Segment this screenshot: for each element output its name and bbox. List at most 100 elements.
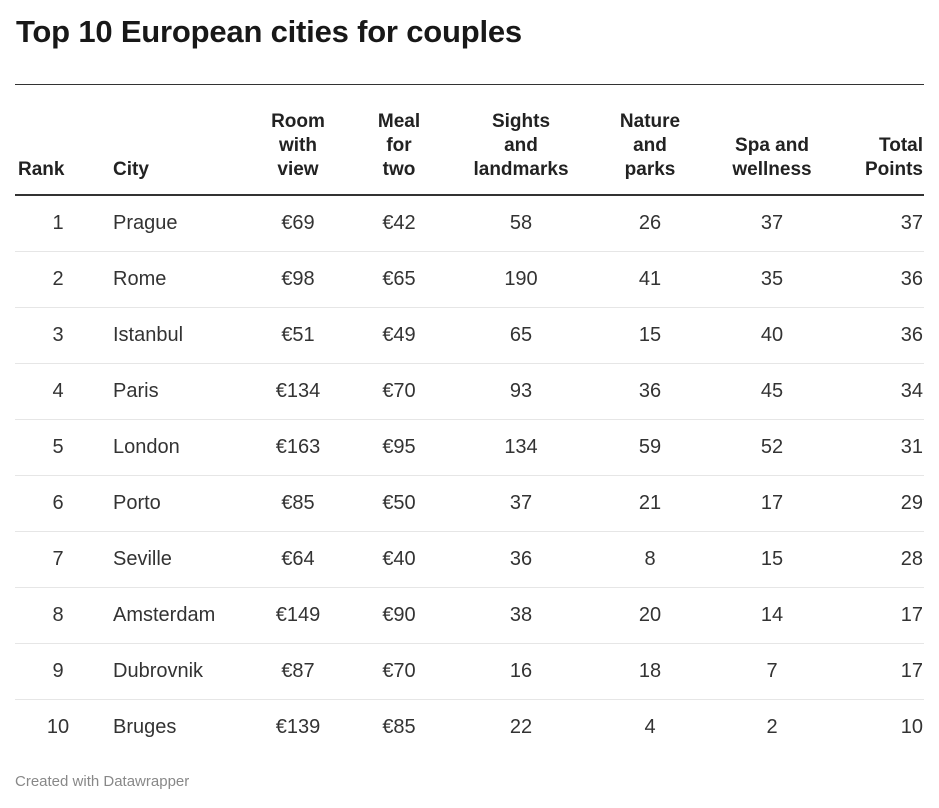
header-line: wellness [732,159,812,180]
cell-rank: 1 [15,195,105,252]
cell-meal-for-two: €50 [341,475,457,532]
cell-city: London [105,419,255,476]
header-line: and [633,135,667,156]
cell-spa-and-wellness: 52 [715,419,829,476]
cell-sights-and-landmarks: 58 [457,195,585,252]
cell-sights-and-landmarks: 22 [509,716,533,738]
cell-room-with-view: €163 [255,419,341,476]
cell-rank: 2 [15,251,105,308]
column-header-nature-and-parks[interactable]: Nature and parks [585,85,715,196]
footer-credit: Created with Datawrapper [15,773,190,790]
cell-total-points: 28 [829,531,924,588]
header-line: Points [864,159,923,180]
cell-rank: 8 [15,587,105,644]
cell-meal-for-two: €40 [341,531,457,588]
cell-room-with-view: €51 [255,307,341,364]
cell-city: Istanbul [105,307,255,364]
header-line: Nature [619,111,681,132]
column-header-total-points[interactable]: Total Points [829,85,924,196]
column-header-meal-for-two[interactable]: Meal for two [341,85,457,196]
cell-meal-for-two: €42 [341,195,457,252]
cell-spa-and-wellness: 45 [715,363,829,420]
table-row: 9 Dubrovnik €87 €70 16 18 7 17 [15,643,924,700]
cell-sights-and-landmarks: 134 [457,419,585,476]
cell-room-with-view: €64 [255,531,341,588]
header-line: Room [271,111,325,132]
cell-spa-and-wellness: 14 [715,587,829,644]
data-table-container: Rank City Room with view Meal for two Sights… [15,84,924,755]
cell-city: Porto [105,475,255,532]
table-header: Rank City Room with view Meal for two Sights… [15,85,924,196]
cell-total-points: 31 [829,419,924,476]
table-row: 3 Istanbul €51 €49 65 15 40 36 [15,307,924,364]
data-table: Rank City Room with view Meal for two Sights… [15,85,924,755]
header-line: Spa and [735,135,809,156]
cell-rank: 10 [46,716,70,738]
cell-spa-and-wellness: 17 [715,475,829,532]
table-row: 2 Rome €98 €65 190 41 35 36 [15,251,924,308]
table-row: 1 Prague €69 €42 58 26 37 37 [15,195,924,252]
cell-rank: 5 [15,419,105,476]
cell-rank: 3 [15,307,105,364]
cell-city: Rome [105,251,255,308]
cell-nature-and-parks: 4 [644,716,656,738]
table-row: 6 Porto €85 €50 37 21 17 29 [15,475,924,532]
column-header-city[interactable]: City [105,85,255,196]
cell-spa-and-wellness: 15 [715,531,829,588]
cell-meal-for-two: €70 [341,363,457,420]
cell-total-points: 36 [829,307,924,364]
cell-nature-and-parks: 20 [585,587,715,644]
column-header-sights-and-landmarks[interactable]: Sights and landmarks [457,85,585,196]
cell-room-with-view: €139 [275,716,321,738]
column-header-room-with-view[interactable]: Room with view [255,85,341,196]
header-line: view [277,159,319,180]
header-row: Rank City Room with view Meal for two Sights… [15,85,924,196]
cell-room-with-view: €87 [255,643,341,700]
cell-spa-and-wellness: 2 [766,716,778,738]
cell-meal-for-two: €90 [341,587,457,644]
cell-sights-and-landmarks: 37 [457,475,585,532]
cell-spa-and-wellness: 35 [715,251,829,308]
cell-sights-and-landmarks: 190 [457,251,585,308]
cell-city: Prague [105,195,255,252]
cell-spa-and-wellness: 7 [715,643,829,700]
cell-meal-for-two: €70 [341,643,457,700]
header-line: Total [879,135,923,156]
cell-city: Paris [105,363,255,420]
header-line: Sights [491,111,551,132]
column-header-rank[interactable]: Rank [15,85,105,196]
cell-nature-and-parks: 8 [585,531,715,588]
cell-total-points: 29 [829,475,924,532]
cell-nature-and-parks: 15 [585,307,715,364]
cell-sights-and-landmarks: 65 [457,307,585,364]
cell-rank: 9 [15,643,105,700]
column-header-spa-and-wellness[interactable]: Spa and wellness [715,85,829,196]
cell-total-points: 36 [829,251,924,308]
table-row: 4 Paris €134 €70 93 36 45 34 [15,363,924,420]
cell-room-with-view: €149 [255,587,341,644]
cell-sights-and-landmarks: 36 [457,531,585,588]
cell-room-with-view: €69 [255,195,341,252]
header-line: City [113,159,149,180]
table-row: 5 London €163 €95 134 59 52 31 [15,419,924,476]
cell-meal-for-two: €95 [341,419,457,476]
header-line: Rank [18,159,65,180]
cell-sights-and-landmarks: 93 [457,363,585,420]
cell-rank: 7 [15,531,105,588]
cell-nature-and-parks: 21 [585,475,715,532]
cell-spa-and-wellness: 37 [715,195,829,252]
header-line: landmarks [473,159,569,180]
cell-city: Seville [105,531,255,588]
cell-total-points: 10 [900,716,923,738]
cell-total-points: 37 [829,195,924,252]
header-line: for [386,135,412,156]
cell-nature-and-parks: 59 [585,419,715,476]
table-row: 10 Bruges €139 €85 22 4 2 10 [15,700,924,756]
cell-nature-and-parks: 41 [585,251,715,308]
cell-meal-for-two: €65 [341,251,457,308]
header-line: Meal [377,111,421,132]
cell-rank: 6 [15,475,105,532]
cell-city: Amsterdam [105,587,255,644]
cell-meal-for-two: €85 [382,716,416,738]
cell-nature-and-parks: 26 [585,195,715,252]
